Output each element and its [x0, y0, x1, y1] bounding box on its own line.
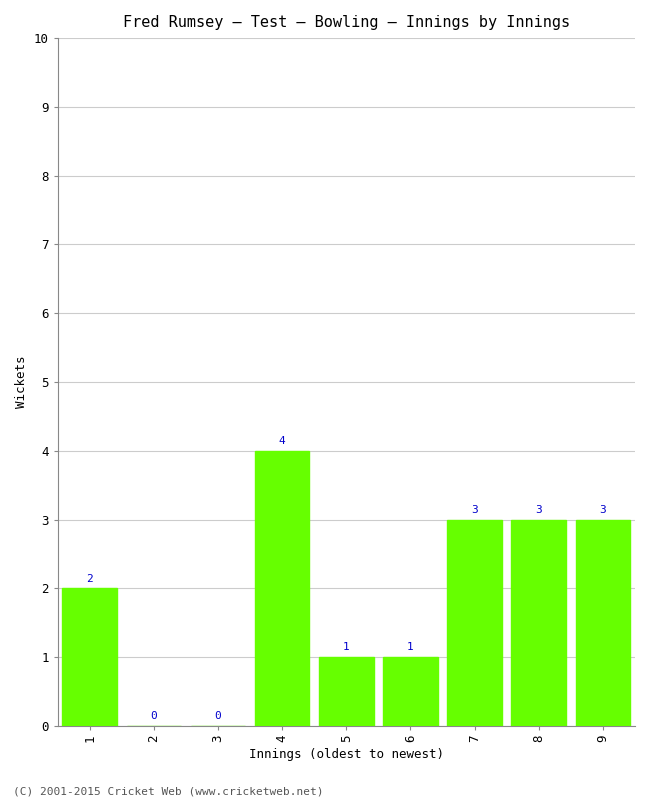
Text: 0: 0: [214, 711, 222, 721]
Text: 3: 3: [599, 505, 606, 514]
Text: 0: 0: [150, 711, 157, 721]
Title: Fred Rumsey – Test – Bowling – Innings by Innings: Fred Rumsey – Test – Bowling – Innings b…: [123, 15, 570, 30]
Bar: [512, 519, 566, 726]
Text: (C) 2001-2015 Cricket Web (www.cricketweb.net): (C) 2001-2015 Cricket Web (www.cricketwe…: [13, 786, 324, 796]
Text: 3: 3: [471, 505, 478, 514]
Bar: [447, 519, 502, 726]
Text: 1: 1: [407, 642, 414, 652]
Bar: [62, 588, 117, 726]
Text: 3: 3: [536, 505, 542, 514]
Text: 1: 1: [343, 642, 350, 652]
Bar: [319, 657, 374, 726]
X-axis label: Innings (oldest to newest): Innings (oldest to newest): [249, 748, 444, 761]
Bar: [384, 657, 437, 726]
Text: 2: 2: [86, 574, 93, 583]
Y-axis label: Wickets: Wickets: [15, 356, 28, 408]
Bar: [576, 519, 630, 726]
Text: 4: 4: [279, 436, 285, 446]
Bar: [255, 450, 309, 726]
